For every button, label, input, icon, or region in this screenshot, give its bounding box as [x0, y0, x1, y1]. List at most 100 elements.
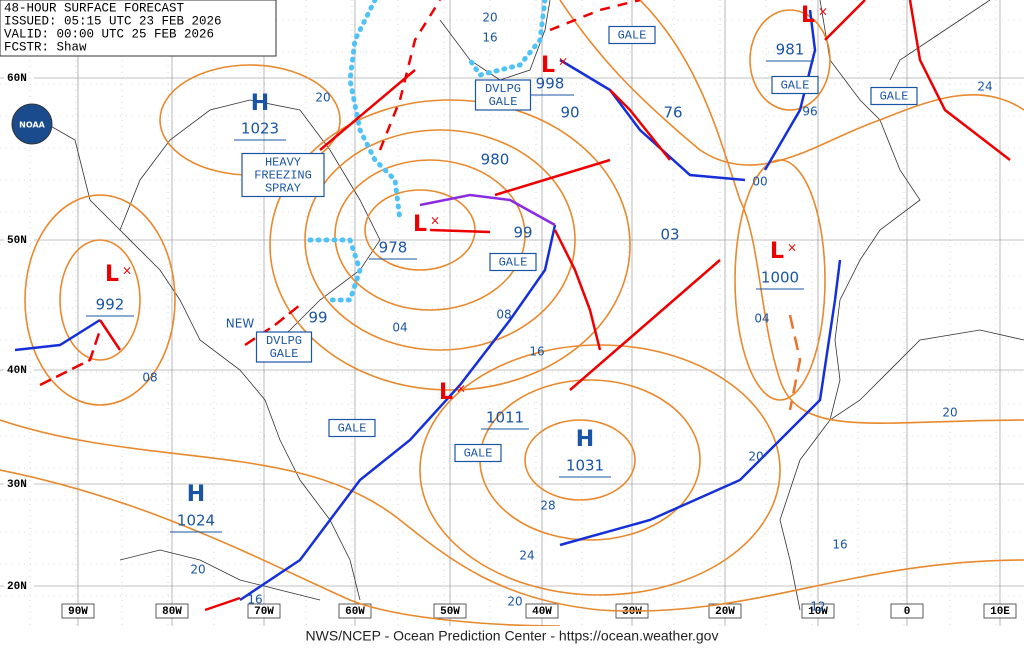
lat-label-box	[4, 579, 34, 593]
lat-label-box	[4, 363, 34, 377]
warning-box	[255, 331, 313, 363]
header-line: FCSTR: Shaw	[4, 40, 87, 54]
coastline	[39, 119, 361, 601]
isobar	[749, 9, 831, 111]
high-pressure: 1023	[241, 120, 279, 138]
isobar	[639, 0, 1024, 424]
footer: NWS/NCEP - Ocean Prediction Center - htt…	[306, 628, 719, 644]
lon-label-box	[525, 603, 559, 619]
low-cross: ×	[787, 241, 797, 255]
warning-text: GALE	[338, 422, 367, 436]
isobar-label: 24	[519, 549, 534, 563]
track-arrow	[429, 228, 491, 234]
lat-label: 50N	[7, 235, 27, 247]
pressure-label: 99	[308, 309, 327, 327]
warning-text: GALE	[499, 256, 528, 270]
warning-box	[474, 79, 532, 111]
coastline	[819, 0, 1024, 421]
isobar-label: 20	[190, 563, 205, 577]
isobar-label: 20	[482, 11, 497, 25]
tracks	[39, 0, 866, 612]
pressure-label: 76	[663, 104, 682, 122]
high-symbol: H	[187, 482, 205, 507]
low-cross: ×	[818, 5, 828, 19]
lat-label-box	[4, 233, 34, 247]
high-pressure: 1024	[177, 512, 215, 530]
lat-label-box	[4, 477, 34, 491]
warm-front	[609, 89, 671, 161]
warning-box	[608, 25, 656, 45]
isobar	[364, 189, 476, 271]
warning-box	[328, 418, 376, 438]
pressure-label: 90	[560, 104, 579, 122]
lat-label-box	[4, 71, 34, 85]
occluded-front	[419, 193, 556, 227]
footer-band	[0, 626, 1024, 652]
logo	[11, 103, 53, 145]
low-symbol: L	[541, 53, 555, 78]
coastlines	[39, 0, 1024, 611]
header-line: 48-HOUR SURFACE FORECAST	[4, 1, 185, 15]
lon-label: 50W	[440, 606, 460, 618]
low-pressure: 981	[776, 41, 805, 59]
isobar-label: 96	[802, 105, 817, 119]
isobar	[0, 469, 561, 627]
track-arrow	[494, 158, 611, 197]
header-line: VALID: 00:00 UTC 25 FEB 2026	[4, 27, 214, 41]
lat-label: 40N	[7, 365, 27, 377]
warning-text: GALE	[781, 79, 810, 93]
lon-label: 10E	[990, 606, 1010, 618]
low-symbol: L	[413, 212, 427, 237]
header-line: ISSUED: 05:15 UTC 23 FEB 2026	[4, 14, 222, 28]
low-pressure: 1000	[761, 269, 799, 287]
high-symbol: H	[251, 91, 269, 116]
track-arrow	[569, 259, 721, 391]
low-symbol: L	[439, 380, 453, 405]
lon-label: 40W	[532, 606, 552, 618]
isobar-label: 16	[832, 538, 847, 552]
stationary-front	[378, 0, 442, 151]
lon-label: 80W	[162, 606, 182, 618]
stationary-front	[549, 0, 641, 32]
lon-label: 30W	[622, 606, 642, 618]
warning-box	[870, 86, 918, 106]
isobar-label: 24	[977, 80, 992, 94]
isobar-label: 16	[529, 345, 544, 359]
trough	[39, 329, 102, 387]
isobar-label: 20	[942, 406, 957, 420]
isobar	[304, 129, 576, 351]
ice-edges	[307, 0, 548, 303]
isobar	[559, 0, 1024, 166]
isobar-label: 16	[482, 31, 497, 45]
warning-text: GALE	[464, 447, 493, 461]
warning-box	[489, 252, 537, 272]
lon-label-box	[155, 603, 189, 619]
low-pressure: 1011	[486, 409, 524, 427]
low-symbol: L	[105, 262, 119, 287]
low-cross: ×	[122, 264, 132, 278]
isobar	[269, 99, 631, 391]
note: NEW	[226, 317, 255, 331]
lon-label-box	[890, 603, 924, 619]
warning-text: GALE	[880, 90, 909, 104]
lon-label: 10W	[808, 606, 828, 618]
warning-text: FREEZING	[254, 169, 312, 183]
isobar-label: 20	[507, 595, 522, 609]
lat-label: 20N	[7, 581, 27, 593]
low-pressure: 998	[536, 75, 565, 93]
isobar	[0, 419, 1024, 612]
isobar-label: 28	[540, 499, 555, 513]
lon-label-box	[247, 603, 281, 619]
header-box	[0, 0, 277, 57]
cold-front	[559, 259, 842, 547]
pressure-label: 980	[481, 151, 510, 169]
trough	[788, 314, 802, 411]
lon-label: 60W	[345, 606, 365, 618]
coastline	[119, 549, 321, 601]
low-pressure: 978	[379, 239, 408, 257]
trough	[244, 304, 301, 347]
warm-front	[98, 319, 122, 351]
lon-label-box	[338, 603, 372, 619]
high-symbol: H	[576, 427, 594, 452]
